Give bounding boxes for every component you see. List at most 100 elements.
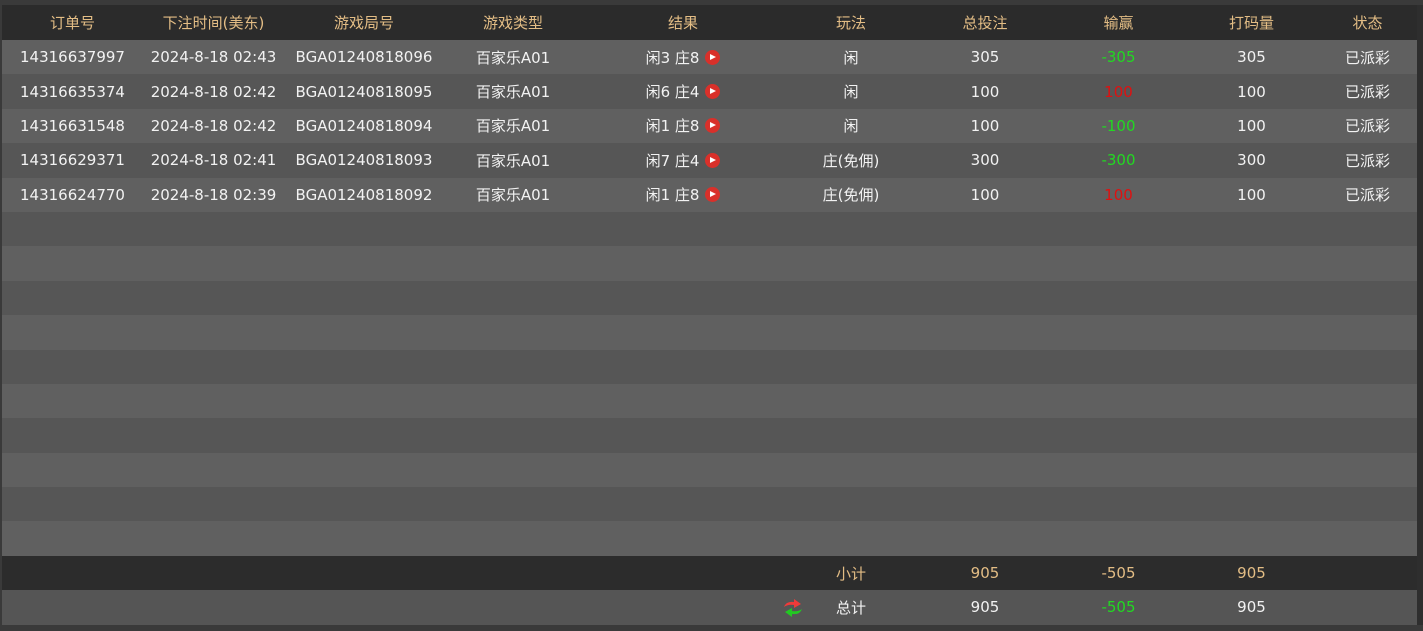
- subtotal-valid-bet: 905: [1237, 564, 1266, 583]
- empty-row: [2, 315, 1417, 350]
- cell-result: [582, 487, 784, 521]
- cell-status: [1318, 521, 1417, 555]
- cell-time: 2024-8-18 02:41: [150, 151, 277, 170]
- subtotal-row: 小计 905 -505 905: [2, 555, 1417, 591]
- cell-time: [143, 212, 284, 246]
- cell-total: [918, 384, 1052, 418]
- cell-total: [918, 350, 1052, 384]
- cell-order: [2, 384, 143, 418]
- cell-bet-type: [784, 521, 918, 555]
- cell-winloss: [1052, 487, 1185, 521]
- cell-winloss: [1052, 384, 1185, 418]
- empty-row: [2, 211, 1417, 247]
- cell-result: [582, 246, 784, 280]
- cell-order: [2, 315, 143, 349]
- cell-bet-type: [784, 418, 918, 452]
- cell-result: 闲7 庄4: [582, 143, 784, 177]
- cell-round: [284, 453, 444, 487]
- play-icon[interactable]: [705, 84, 721, 100]
- cell-result: [582, 521, 784, 555]
- cell-round: [284, 281, 444, 315]
- cell-bet-type: [784, 350, 918, 384]
- column-header: 结果: [667, 14, 698, 32]
- subtotal-label: 小计: [835, 564, 866, 583]
- cell-game: [444, 212, 582, 246]
- cell-winloss: [1052, 246, 1185, 280]
- cell-status: [1318, 212, 1417, 246]
- cell-time: 2024-8-18 02:43: [150, 48, 277, 67]
- play-icon[interactable]: [705, 49, 721, 65]
- cell-result: 闲3 庄8: [582, 40, 784, 74]
- cell-game: [444, 315, 582, 349]
- result-text: 闲7 庄4: [645, 151, 700, 170]
- cell-time: [143, 281, 284, 315]
- column-header: 游戏类型: [482, 14, 543, 32]
- empty-row: [2, 383, 1417, 419]
- cell-valid: 305: [1237, 48, 1266, 67]
- cell-game: [444, 384, 582, 418]
- result-text: 闲1 庄8: [645, 117, 700, 136]
- cell-status: [1318, 246, 1417, 280]
- cell-winloss: [1052, 212, 1185, 246]
- cell-status: 已派彩: [1344, 186, 1390, 205]
- cell-order: 14316635374: [20, 82, 125, 101]
- cell-valid: [1185, 212, 1318, 246]
- refresh-icon[interactable]: [782, 597, 804, 619]
- column-header: 下注时间(美东): [162, 14, 265, 32]
- cell-order: [2, 350, 143, 384]
- cell-total: [918, 521, 1052, 555]
- column-header: 输赢: [1103, 14, 1134, 32]
- cell-time: 2024-8-18 02:42: [150, 82, 277, 101]
- empty-row: [2, 487, 1417, 522]
- cell-total: 100: [970, 185, 1000, 204]
- cell-bet-type: 闲: [843, 83, 859, 102]
- cell-valid: [1185, 384, 1318, 418]
- column-header: 玩法: [835, 14, 866, 32]
- grand-total-label: 总计: [835, 598, 866, 617]
- cell-result: [582, 350, 784, 384]
- cell-order: [2, 246, 143, 280]
- cell-bet-type: [784, 453, 918, 487]
- cell-order: 14316631548: [20, 116, 125, 135]
- cell-result: [582, 315, 784, 349]
- cell-game: [444, 246, 582, 280]
- cell-winloss: [1052, 521, 1185, 555]
- result-text: 闲1 庄8: [645, 186, 700, 205]
- cell-valid: 100: [1237, 116, 1266, 135]
- cell-winloss: [1052, 315, 1185, 349]
- cell-game: 百家乐A01: [475, 186, 551, 205]
- cell-winloss: [1052, 350, 1185, 384]
- empty-row: [2, 418, 1417, 453]
- cell-order: [2, 418, 143, 452]
- cell-total: 300: [970, 151, 1000, 170]
- cell-round: [284, 521, 444, 555]
- cell-valid: [1185, 487, 1318, 521]
- cell-total: [918, 453, 1052, 487]
- cell-total: [918, 315, 1052, 349]
- play-icon[interactable]: [705, 187, 721, 203]
- cell-result: [582, 281, 784, 315]
- cell-time: [143, 384, 284, 418]
- cell-order: [2, 281, 143, 315]
- cell-total: [918, 246, 1052, 280]
- cell-game: 百家乐A01: [475, 117, 551, 136]
- scrollbar[interactable]: [1417, 5, 1423, 625]
- cell-status: 已派彩: [1344, 48, 1390, 67]
- cell-order: [2, 487, 143, 521]
- cell-round: [284, 212, 444, 246]
- cell-time: [143, 418, 284, 452]
- cell-game: 百家乐A01: [475, 151, 551, 170]
- play-icon[interactable]: [705, 152, 721, 168]
- cell-order: 14316624770: [20, 185, 125, 204]
- table-row: 14316637997 2024-8-18 02:43 BGA01240818096…: [2, 40, 1417, 75]
- cell-time: [143, 246, 284, 280]
- cell-winloss: 100: [1104, 185, 1133, 204]
- cell-bet-type: 闲: [843, 117, 859, 136]
- grand-total-total-bet: 905: [970, 598, 1000, 617]
- cell-time: [143, 453, 284, 487]
- cell-order: [2, 212, 143, 246]
- cell-game: [444, 487, 582, 521]
- cell-total: [918, 487, 1052, 521]
- play-icon[interactable]: [705, 118, 721, 134]
- cell-result: [582, 418, 784, 452]
